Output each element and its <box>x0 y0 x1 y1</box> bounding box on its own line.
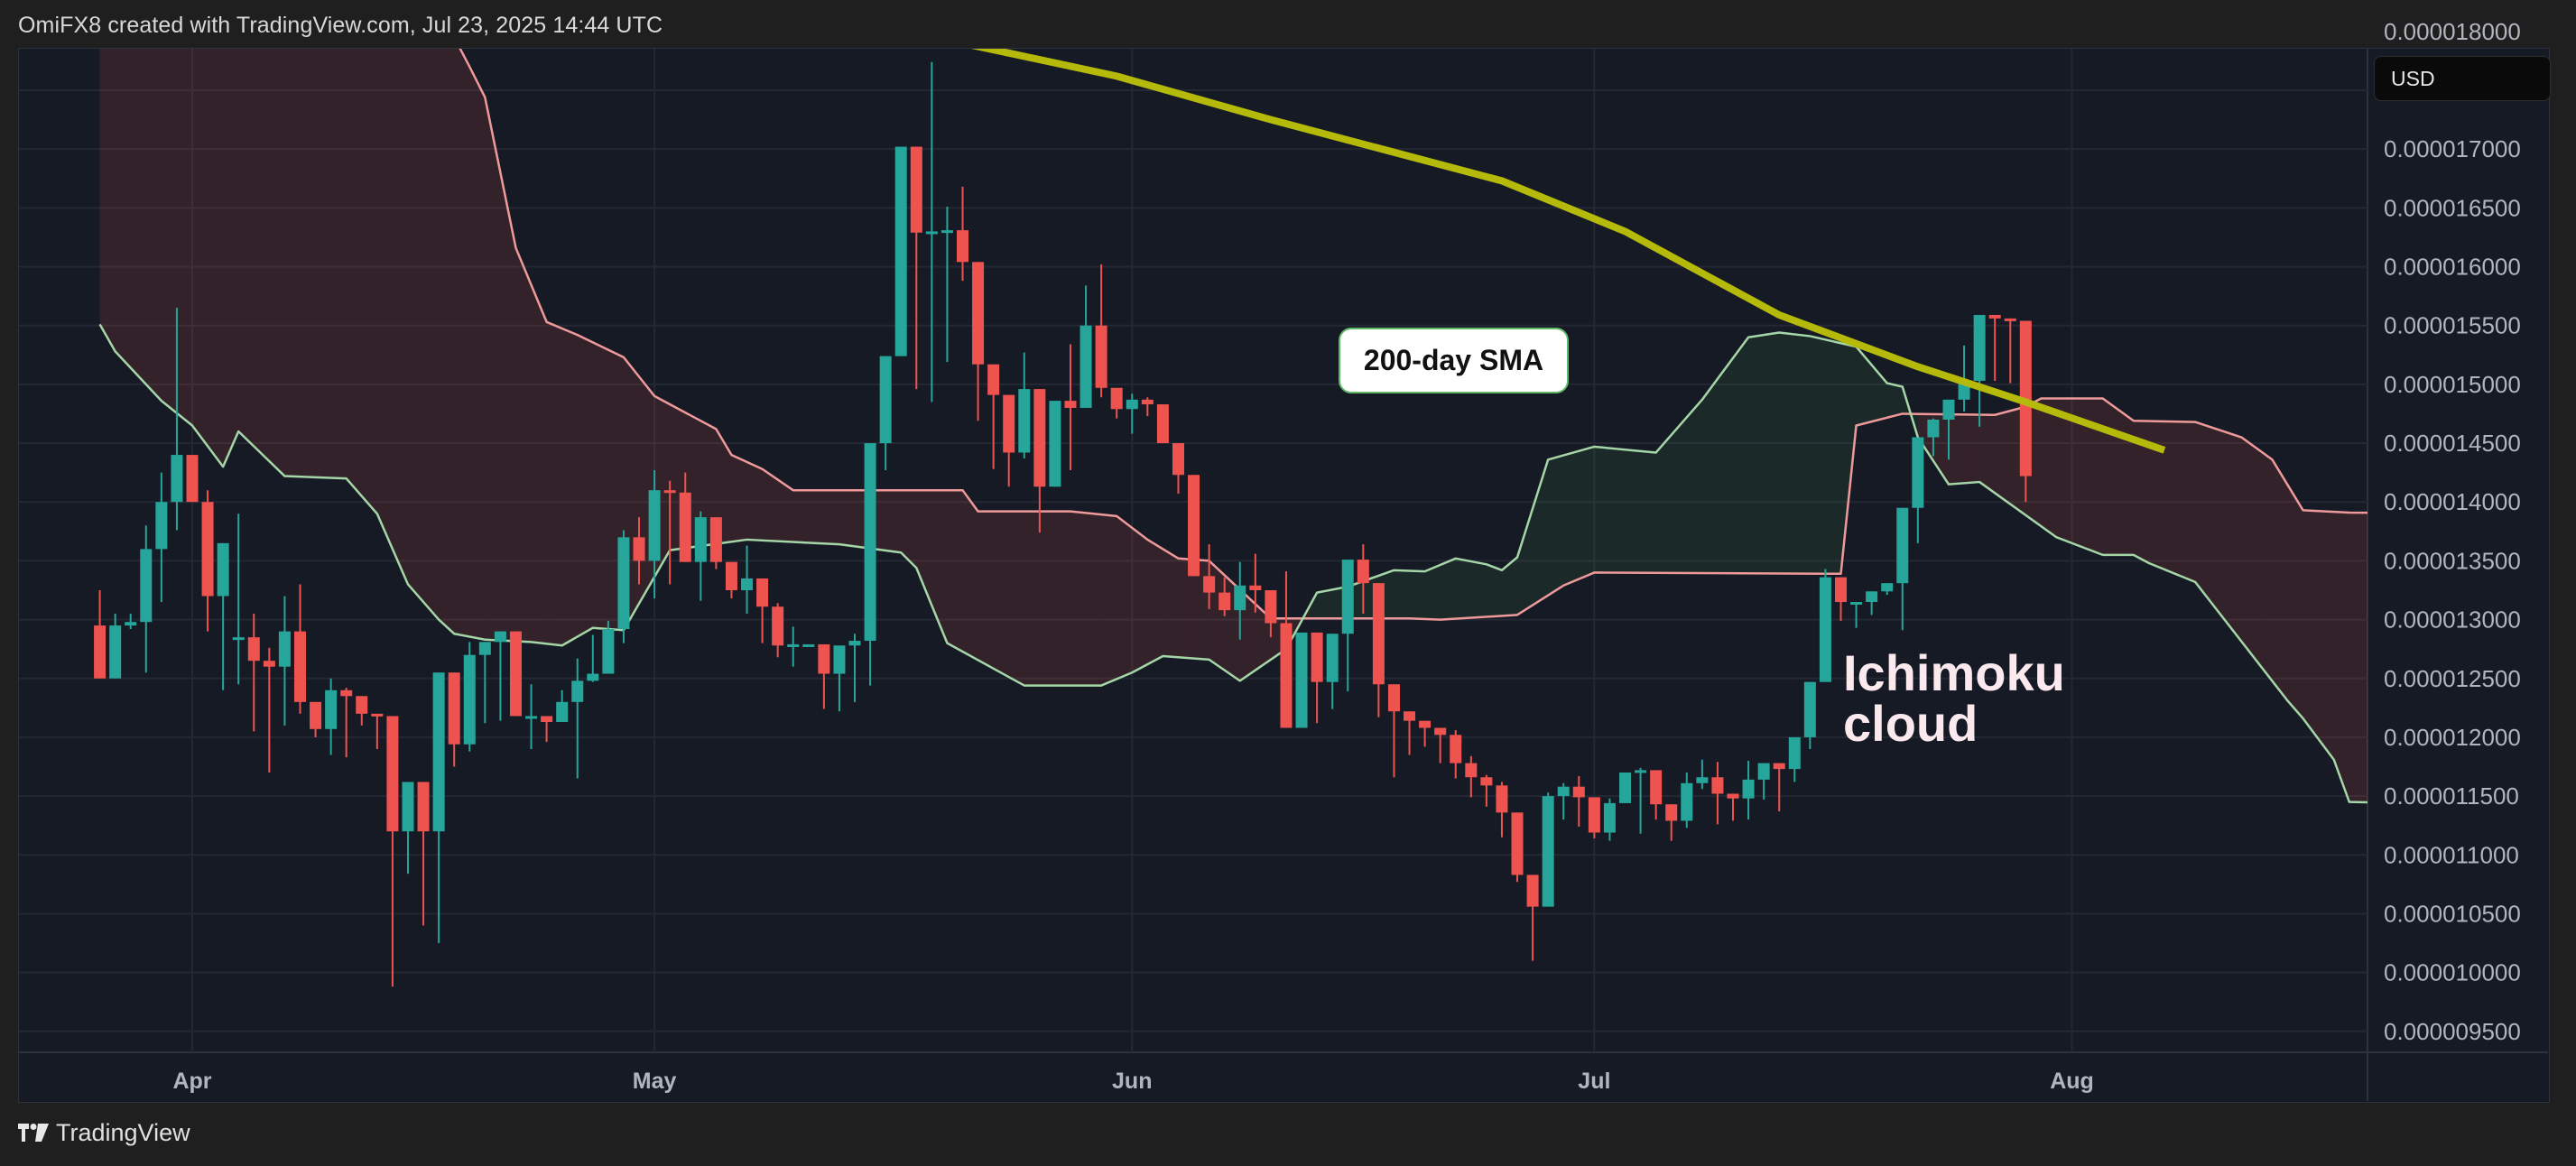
ichimoku-span-a-line <box>98 323 2368 804</box>
ichimoku-annotation-line2: cloud <box>1843 695 1978 752</box>
time-tick-label: May <box>633 1069 677 1094</box>
chart-panel[interactable] <box>18 48 2550 1103</box>
price-tick-label: 0.000014500 <box>2384 430 2521 457</box>
price-tick-label: 0.000012500 <box>2384 665 2521 692</box>
price-tick-label: 0.000011500 <box>2384 782 2519 810</box>
tradingview-logo-icon <box>18 1123 49 1143</box>
attribution-header: OmiFX8 created with TradingView.com, Jul… <box>18 13 663 38</box>
time-tick-label: Aug <box>2050 1069 2094 1094</box>
price-tick-label: 0.000010000 <box>2384 959 2521 986</box>
price-tick-label: 0.000015000 <box>2384 371 2521 398</box>
footer-brand-label: TradingView <box>56 1119 190 1146</box>
price-tick-label: 0.000012000 <box>2384 724 2521 751</box>
ichimoku-annotation: Ichimoku cloud <box>1843 648 2065 749</box>
price-tick-label: 0.000011000 <box>2384 841 2519 868</box>
price-tick-label: 0.000016500 <box>2384 194 2521 221</box>
ichimoku-annotation-line1: Ichimoku <box>1843 644 2065 701</box>
price-tick-label: 0.000013000 <box>2384 606 2521 634</box>
footer-brand[interactable]: TradingView <box>18 1119 190 1147</box>
time-tick-label: Jul <box>1578 1069 1610 1094</box>
price-tick-label: 0.000016000 <box>2384 254 2521 281</box>
candles <box>94 61 2032 987</box>
price-tick-label: 0.000009500 <box>2384 1018 2521 1045</box>
price-tick-label: 0.000018000 <box>2384 18 2521 45</box>
price-tick-label: 0.000014000 <box>2384 488 2521 515</box>
price-tick-label: 0.000017000 <box>2384 135 2521 162</box>
price-axis[interactable] <box>2368 49 2548 1101</box>
price-tick-label: 0.000010500 <box>2384 900 2521 927</box>
time-axis[interactable] <box>19 1052 2368 1101</box>
time-tick-label: Apr <box>172 1069 211 1094</box>
price-tick-label: 0.000015500 <box>2384 312 2521 339</box>
currency-button[interactable]: USD <box>2374 56 2551 101</box>
price-tick-label: 0.000013500 <box>2384 547 2521 574</box>
time-tick-label: Jun <box>1112 1069 1152 1094</box>
sma-200-line <box>971 49 2166 454</box>
ichimoku-span-b-line <box>459 49 2368 621</box>
sma-annotation: 200-day SMA <box>1339 328 1569 393</box>
